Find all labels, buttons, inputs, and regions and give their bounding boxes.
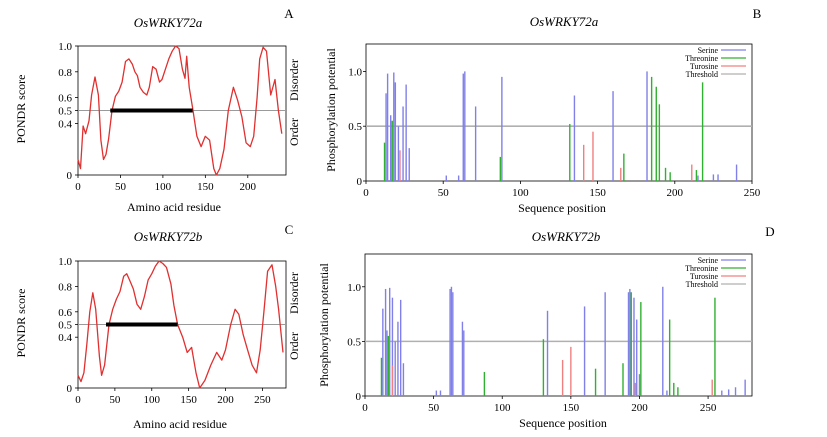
panel-d: OsWRKY72b D 0 50 100 150 200 250 0 0.5 1.0 Serine… — [317, 224, 775, 430]
x-tick-label: 250 — [700, 402, 717, 414]
y-tick-label: 0 — [357, 176, 363, 188]
panel-b: OsWRKY72a B 0 50 100 150 200 250 0 0.5 1.0 Serine… — [324, 6, 762, 215]
y-tick-label: 0.8 — [58, 281, 72, 293]
panel-b-plot: 0 50 100 150 200 250 0 0.5 1.0 SerineThreonineTur… — [348, 43, 761, 199]
y-tick-label: 0 — [67, 383, 73, 395]
panel-c-title: OsWRKY72b — [134, 229, 203, 244]
legend-label: Threshold — [686, 70, 718, 79]
panel-b-letter: B — [753, 6, 762, 21]
panel-d-ylabel: Phosphorylation potential — [317, 263, 331, 387]
legend-label: Threonine — [685, 54, 718, 63]
panel-a-disorder-label: Disorder — [287, 59, 301, 101]
legend-label: Threonine — [685, 264, 718, 273]
panel-c-ylabel: PONDR score — [14, 289, 28, 358]
panel-d-plot: 0 50 100 150 200 250 0 0.5 1.0 SerineThreonineTur… — [347, 253, 753, 414]
x-tick-label: 50 — [428, 402, 440, 414]
panel-c-pondr-line — [77, 260, 284, 389]
panel-b-ylabel: Phosphorylation potential — [324, 48, 338, 172]
x-tick-label: 100 — [512, 187, 529, 199]
legend-label: Threshold — [686, 280, 718, 289]
y-tick-label: 0.5 — [347, 336, 361, 348]
y-tick-label: 0 — [356, 391, 362, 403]
x-tick-label: 200 — [667, 187, 684, 199]
panel-d-xlabel: Sequence position — [519, 416, 607, 430]
panel-a-plot: 0 50 100 150 200 0 0.40.50.6 0.8 1.0 — [58, 41, 287, 193]
x-tick-label: 150 — [197, 181, 214, 193]
y-tick-label: 0.6 — [58, 93, 72, 105]
panel-a-title: OsWRKY72a — [134, 15, 203, 30]
panel-b-title: OsWRKY72a — [530, 14, 599, 29]
x-tick-label: 100 — [155, 181, 172, 193]
y-tick-label: 1.0 — [348, 66, 362, 78]
panel-b-xlabel: Sequence position — [518, 201, 606, 215]
y-tick-label: 0.5 — [58, 106, 72, 118]
x-tick-label: 200 — [240, 181, 257, 193]
x-tick-label: 150 — [589, 187, 606, 199]
x-tick-label: 250 — [254, 394, 271, 406]
x-tick-label: 150 — [563, 402, 580, 414]
panel-d-letter: D — [765, 224, 774, 239]
legend-label: Turosine — [690, 62, 719, 71]
x-tick-label: 250 — [744, 187, 761, 199]
x-tick-label: 50 — [438, 187, 450, 199]
panel-d-title: OsWRKY72b — [532, 229, 601, 244]
panel-c: OsWRKY72b C 0 50 100 150 200 250 0 0.40.50.6 0.8… — [14, 222, 301, 431]
x-tick-label: 150 — [180, 394, 197, 406]
y-tick-label: 1.0 — [58, 256, 72, 268]
x-tick-label: 50 — [115, 181, 127, 193]
y-tick-label: 0.8 — [58, 67, 72, 79]
panel-d-frame — [364, 253, 753, 397]
panel-a-pondr-line — [77, 45, 283, 176]
x-tick-label: 0 — [75, 181, 81, 193]
panel-a-ylabel: PONDR score — [14, 75, 28, 144]
y-tick-label: 0.5 — [58, 320, 72, 332]
y-tick-label: 0.6 — [58, 307, 72, 319]
x-tick-label: 200 — [217, 394, 234, 406]
panel-a-order-label: Order — [287, 118, 301, 146]
panel-a-letter: A — [284, 6, 294, 21]
panel-c-xlabel: Amino acid residue — [133, 417, 227, 431]
panel-b-frame — [365, 43, 753, 182]
y-tick-label: 0.5 — [348, 121, 362, 133]
x-tick-label: 50 — [109, 394, 121, 406]
y-tick-label: 1.0 — [347, 282, 361, 294]
y-tick-label: 0.4 — [58, 332, 72, 344]
y-tick-label: 0.4 — [58, 118, 72, 130]
panel-c-disorder-label: Disorder — [287, 272, 301, 314]
x-tick-label: 0 — [362, 402, 368, 414]
x-tick-label: 0 — [75, 394, 81, 406]
panel-c-letter: C — [285, 222, 294, 237]
panel-c-plot: 0 50 100 150 200 250 0 0.40.50.6 0.8 1.0 — [58, 256, 287, 406]
legend-label: Turosine — [690, 272, 719, 281]
x-tick-label: 100 — [144, 394, 161, 406]
y-tick-label: 1.0 — [58, 41, 72, 53]
y-tick-label: 0 — [67, 170, 73, 182]
panel-c-order-label: Order — [287, 332, 301, 360]
panel-a-xlabel: Amino acid residue — [127, 200, 221, 214]
x-tick-label: 0 — [363, 187, 369, 199]
x-tick-label: 100 — [494, 402, 511, 414]
panel-a: OsWRKY72a A 0 50 100 150 200 0 0.40.50.6 0.8 1.0… — [14, 6, 301, 214]
legend-label: Serine — [698, 256, 719, 265]
x-tick-label: 200 — [631, 402, 648, 414]
legend-label: Serine — [698, 46, 719, 55]
